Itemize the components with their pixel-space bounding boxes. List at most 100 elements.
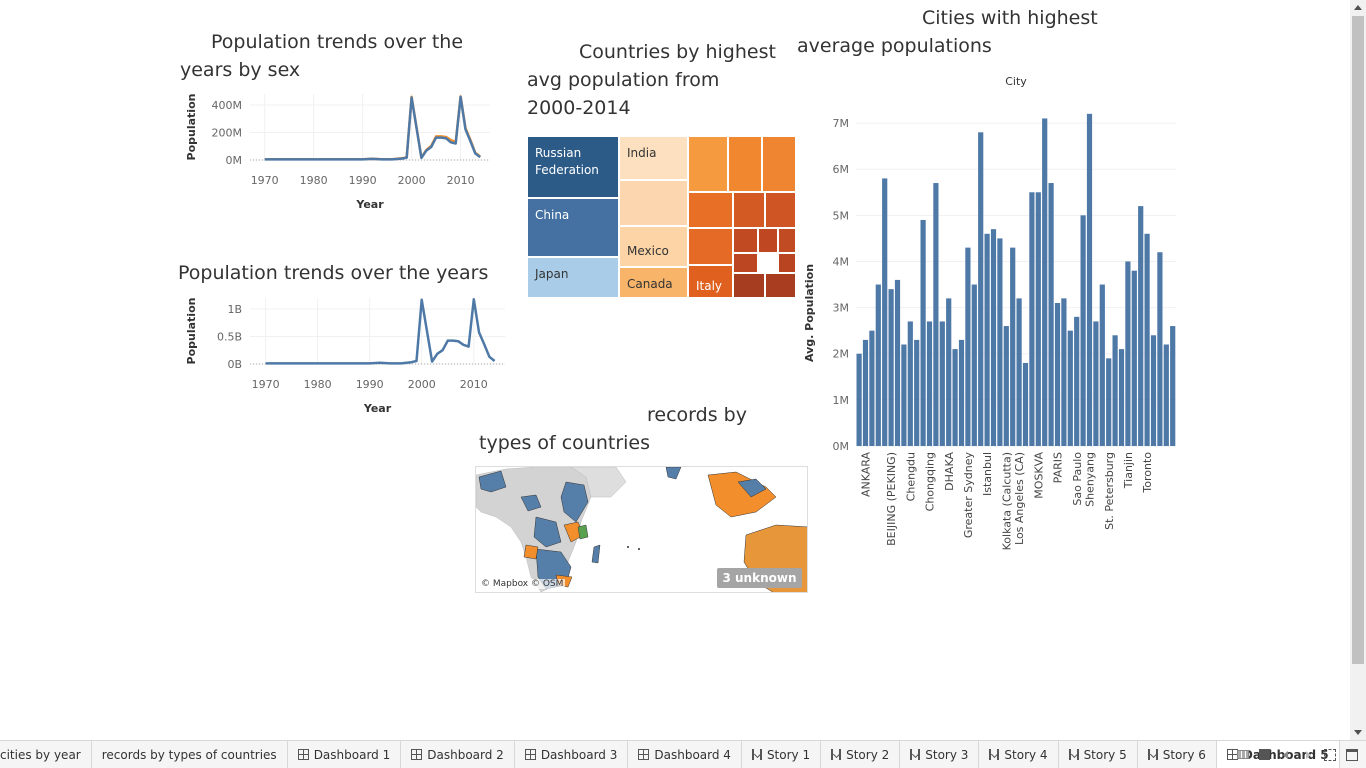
city-bar: [1106, 358, 1112, 446]
treemap-cell[interactable]: [778, 253, 796, 273]
map-credit: © Mapbox © OSM: [479, 579, 566, 589]
sheet-tab[interactable]: Story 4: [979, 741, 1059, 768]
y-tick-label: 0M: [833, 440, 850, 453]
treemap-cell-label: Canada: [627, 277, 673, 291]
treemap-cell[interactable]: [688, 228, 733, 265]
city-bar: [1029, 192, 1035, 446]
treemap-cell[interactable]: Japan: [527, 257, 619, 298]
city-bar: [952, 349, 958, 446]
presentation-mode-icon[interactable]: [1346, 748, 1358, 761]
treemap-chart[interactable]: Russian Federation China Japan India Mexico C…: [527, 136, 796, 298]
dashboard-icon: [297, 749, 309, 760]
sheet-tab-label: Story 4: [1004, 747, 1048, 762]
x-tick-label: 1990: [349, 174, 377, 187]
treemap-cell[interactable]: [728, 136, 762, 192]
city-tick-label: PARIS: [1052, 452, 1065, 483]
y-tick-label: 6M: [833, 163, 850, 176]
story-icon: [1147, 749, 1158, 760]
x-axis-label: Year: [363, 402, 392, 415]
city-bar: [1131, 270, 1137, 446]
treemap-cell[interactable]: [619, 180, 688, 226]
sheet-tab[interactable]: records by types of countries: [92, 741, 288, 768]
treemap-cell[interactable]: [733, 253, 758, 273]
sheet-tab[interactable]: Story 6: [1138, 741, 1217, 768]
treemap-cell[interactable]: Mexico: [619, 226, 688, 267]
treemap-cell[interactable]: China: [527, 198, 619, 257]
treemap-cell[interactable]: [733, 273, 765, 298]
column-header-label: City: [1005, 75, 1027, 88]
y-tick-label: 7M: [833, 117, 850, 130]
story-icon: [910, 749, 921, 760]
city-bar: [1163, 344, 1169, 446]
sex-line-chart[interactable]: 1970 1980 1990 2000 2010 0M 200M 400M Year Popula…: [180, 88, 510, 218]
city-bar: [965, 247, 971, 446]
treemap-cell-label: Russian Federation: [535, 146, 599, 177]
sheet-tab[interactable]: Story 1: [742, 741, 822, 768]
treemap-cell[interactable]: Russian Federation: [527, 136, 619, 198]
treemap-cell[interactable]: [733, 192, 765, 228]
city-bar: [1144, 233, 1150, 446]
sheet-tab[interactable]: Story 3: [900, 741, 980, 768]
x-tick-label: 2010: [447, 174, 475, 187]
unknown-badge[interactable]: 3 unknown: [717, 568, 802, 588]
fit-screen-icon[interactable]: [1324, 748, 1336, 761]
city-bar: [1016, 298, 1022, 446]
treemap-cell[interactable]: India: [619, 136, 688, 180]
y-axis-label: Population: [185, 94, 198, 161]
years-line-chart[interactable]: 1970 1980 1990 2000 2010 0B 0.5B 1B Year Populati…: [180, 292, 510, 422]
city-bar: [1170, 326, 1176, 446]
sheet-tab[interactable]: Dashboard 1: [288, 741, 402, 768]
cities-bar-chart[interactable]: City 0M 1M 2M 3M 4M 5M 6M 7M ANKARA BEIJING (PEKIN…: [800, 70, 1180, 560]
y-tick-label: 0M: [226, 154, 243, 167]
city-bar: [1093, 321, 1099, 446]
sheet-tab-label: Dashboard 1: [313, 747, 391, 762]
next-sheet-icon[interactable]: [1302, 749, 1314, 761]
city-bar: [1074, 316, 1080, 446]
story-icon: [831, 749, 842, 760]
sheet-tab[interactable]: Dashboard 3: [515, 741, 629, 768]
map-region-west-africa: [520, 494, 542, 512]
treemap-cell[interactable]: Italy: [688, 265, 733, 298]
sheet-tab[interactable]: Dashboard 2: [401, 741, 515, 768]
map-region-orange-africa-2: [523, 544, 539, 560]
sheet-tab[interactable]: Story 5: [1059, 741, 1138, 768]
treemap-cell-label: China: [535, 208, 570, 222]
treemap-cell[interactable]: [762, 136, 796, 192]
treemap-cell[interactable]: [765, 192, 796, 228]
x-tick-label: 1990: [356, 378, 384, 391]
sheet-sorter-icon[interactable]: [1259, 749, 1270, 760]
treemap-cell[interactable]: Canada: [619, 267, 688, 298]
treemap-cell[interactable]: [733, 228, 758, 253]
city-bar: [1118, 349, 1125, 446]
treemap-cell[interactable]: [688, 192, 733, 228]
city-bar: [875, 284, 881, 446]
prev-sheet-icon[interactable]: [1280, 749, 1292, 761]
sheet-tab[interactable]: Story 2: [821, 741, 901, 768]
map-title-line2: types of countries: [479, 432, 651, 454]
sheet-tab-label: cities by year: [0, 747, 81, 762]
scroll-up-arrow[interactable]: [1354, 5, 1362, 10]
sheet-tab[interactable]: Dashboard 4: [628, 741, 742, 768]
city-bar: [882, 178, 888, 446]
x-tick-label: 1980: [300, 174, 328, 187]
treemap-cell[interactable]: [688, 136, 728, 192]
treemap-cell[interactable]: [765, 273, 796, 298]
treemap-cell[interactable]: [758, 228, 778, 253]
city-bar: [920, 219, 926, 446]
city-bar: [894, 279, 901, 446]
sheet-tab[interactable]: cities by year: [0, 741, 92, 768]
y-tick-label: 3M: [833, 302, 850, 315]
city-bar: [869, 330, 875, 446]
map-island-dot: [627, 546, 629, 548]
filmstrip-icon[interactable]: [1237, 750, 1249, 759]
city-bar: [914, 339, 920, 446]
city-bar: [1080, 215, 1086, 446]
scroll-thumb[interactable]: [1352, 16, 1364, 664]
city-tick-label: Shenyang: [1084, 452, 1097, 507]
treemap-cell[interactable]: [778, 228, 796, 253]
vertical-scrollbar[interactable]: [1350, 0, 1366, 740]
city-bar: [1125, 261, 1131, 446]
sheet-tab-label: records by types of countries: [101, 747, 277, 762]
scroll-down-arrow[interactable]: [1354, 730, 1362, 735]
city-bar: [997, 238, 1003, 446]
